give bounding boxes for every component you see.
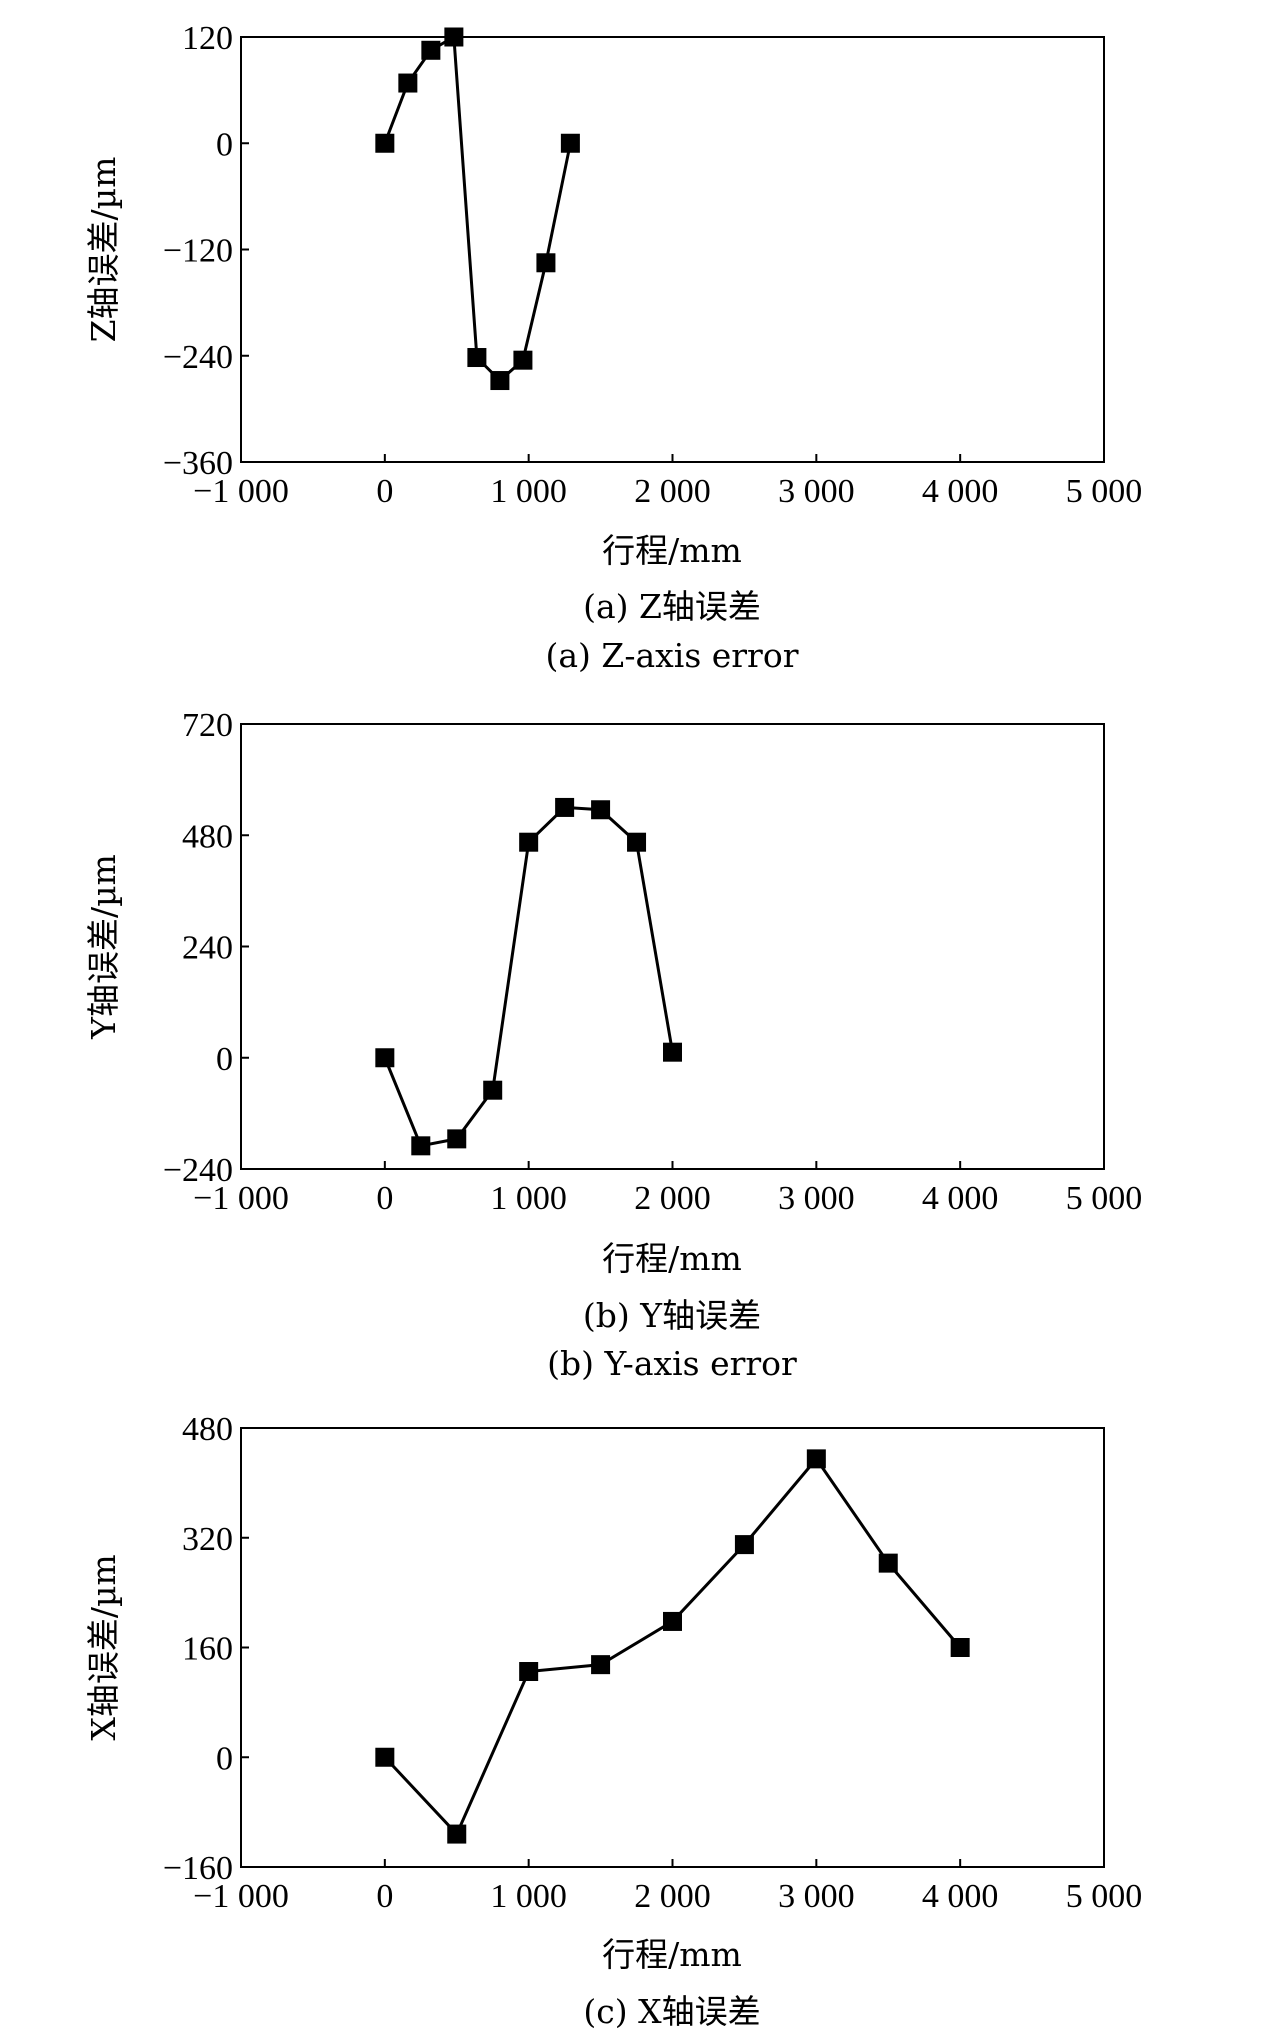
series-line <box>383 1456 962 1837</box>
y-tick-label: 720 <box>182 707 233 744</box>
x-tick-label: −1 000 <box>193 1180 289 1217</box>
x-tick-label: 1 000 <box>490 1878 567 1915</box>
data-point <box>555 797 575 817</box>
x-tick-label: −1 000 <box>193 473 289 510</box>
x-tick-label: 3 000 <box>778 1878 855 1915</box>
caption-english: (c) X-axis error <box>546 2039 797 2044</box>
x-tick-label: 3 000 <box>778 1180 855 1217</box>
data-point <box>878 1553 898 1573</box>
caption-english: (b) Y-axis error <box>547 1344 797 1383</box>
x-tick-label: −1 000 <box>193 1878 289 1915</box>
x-tick-label: 1 000 <box>490 1180 567 1217</box>
y-tick-label: −360 <box>163 445 233 482</box>
y-tick-label: −240 <box>163 339 233 376</box>
data-point <box>447 1129 467 1149</box>
data-point <box>483 1080 503 1100</box>
y-tick-label: −160 <box>163 1850 233 1887</box>
x-tick-label: 3 000 <box>778 473 855 510</box>
x-tick-label: 5 000 <box>1066 1180 1143 1217</box>
x-tick-label: 5 000 <box>1066 473 1143 510</box>
y-axis-label: X轴误差/µm <box>84 1554 123 1740</box>
x-tick-label: 4 000 <box>922 1878 999 1915</box>
x-tick-label: 0 <box>376 473 393 510</box>
data-point <box>627 832 647 852</box>
data-point <box>375 1048 395 1068</box>
x-tick-label: 2 000 <box>634 1180 711 1217</box>
caption-english: (a) Z-axis error <box>546 636 799 675</box>
data-point <box>591 1655 611 1675</box>
x-tick-label: 4 000 <box>922 473 999 510</box>
data-point <box>467 348 487 368</box>
x-tick-label: 0 <box>376 1878 393 1915</box>
y-tick-label: 0 <box>216 1740 233 1777</box>
x-axis-label: 行程/mm <box>602 531 742 570</box>
y-tick-label: 120 <box>182 20 233 57</box>
plot-frame <box>240 1427 1105 1868</box>
x-tick-label: 0 <box>376 1180 393 1217</box>
data-point <box>411 1136 431 1156</box>
data-point <box>513 350 533 370</box>
chart-panel-3: −1 000 0 1 000 2 000 3 000 4 000 5 000 −160 0 160… <box>84 1411 1142 2044</box>
y-tick-label: 0 <box>216 126 233 163</box>
y-tick-label: 480 <box>182 818 233 855</box>
x-tick-label: 4 000 <box>922 1180 999 1217</box>
caption-chinese: (a) Z轴误差 <box>583 587 761 626</box>
caption-chinese: (b) Y轴误差 <box>583 1296 761 1335</box>
x-axis-label: 行程/mm <box>602 1935 742 1974</box>
y-axis-label: Y轴误差/µm <box>84 854 123 1040</box>
plot-frame <box>240 723 1105 1170</box>
data-point <box>375 1747 395 1767</box>
data-point <box>447 1824 467 1844</box>
data-point <box>591 800 611 820</box>
x-tick-label: 2 000 <box>634 1878 711 1915</box>
y-tick-label: 480 <box>182 1411 233 1448</box>
y-tick-label: 160 <box>182 1631 233 1668</box>
data-point <box>444 27 464 47</box>
plot-frame <box>240 36 1105 463</box>
chart-panel-1: −1 000 0 1 000 2 000 3 000 4 000 5 000 −360 −240… <box>84 20 1142 675</box>
data-point <box>663 1042 682 1062</box>
x-tick-label: 2 000 <box>634 473 711 510</box>
y-tick-label: 240 <box>182 930 233 967</box>
data-point <box>806 1449 826 1469</box>
caption-chinese: (c) X轴误差 <box>583 1992 760 2031</box>
chart-panel-2: −1 000 0 1 000 2 000 3 000 4 000 5 000 −240 0 240… <box>84 707 1142 1383</box>
data-point <box>560 133 580 153</box>
y-axis-label: Z轴误差/µm <box>84 157 123 343</box>
data-point <box>490 371 510 391</box>
y-tick-label: 320 <box>182 1521 233 1558</box>
y-tick-label: −240 <box>163 1152 233 1189</box>
x-tick-label: 5 000 <box>1066 1878 1143 1915</box>
series-line <box>383 805 674 1148</box>
y-tick-label: 0 <box>216 1041 233 1078</box>
x-tick-label: 1 000 <box>490 473 567 510</box>
data-point <box>375 133 395 153</box>
data-point <box>536 253 556 273</box>
data-point <box>398 73 418 93</box>
x-axis-label: 行程/mm <box>602 1239 742 1278</box>
data-point <box>950 1638 970 1657</box>
data-point <box>421 40 441 60</box>
data-point <box>734 1535 754 1555</box>
data-point <box>663 1611 682 1631</box>
data-point <box>519 832 539 852</box>
y-tick-label: −120 <box>163 233 233 270</box>
data-point <box>519 1662 539 1682</box>
